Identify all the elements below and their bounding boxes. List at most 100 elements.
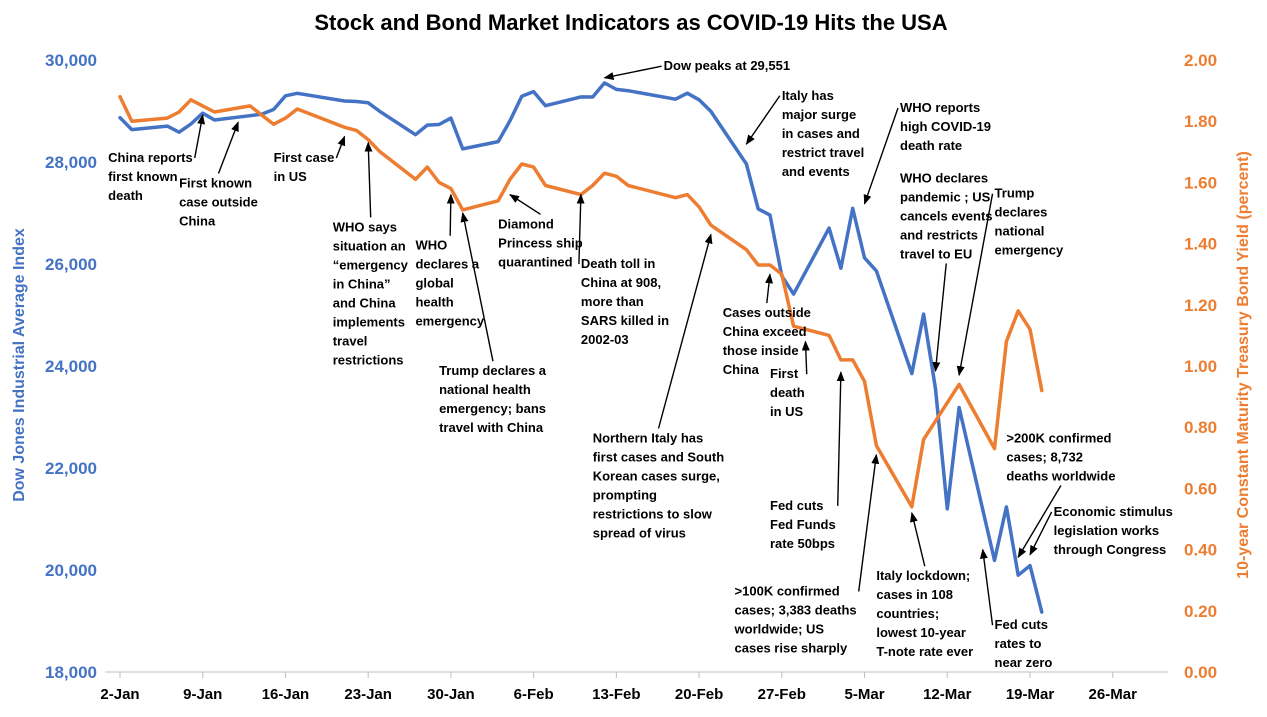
annotation-arrow [446, 193, 455, 236]
annotation-arrow [603, 65, 662, 80]
annotation-text: Death toll in China at 908, more than SARS … [581, 256, 669, 347]
annotation-text: Dow peaks at 29,551 [664, 58, 790, 73]
annotation-arrow [1017, 485, 1062, 559]
x-tick-label: 13-Feb [592, 686, 640, 703]
x-tick-label: 2-Jan [100, 686, 139, 703]
annotation-text: WHO declares pandemic ; US cancels events a… [900, 170, 993, 261]
annotation: Trump declares national emergency [956, 186, 1064, 377]
left-tick-label: 28,000 [45, 153, 97, 172]
annotation-arrow [509, 194, 541, 215]
annotation: Economic stimulus legislation works throug… [1029, 504, 1173, 557]
annotation-text: WHO declares a global health emergency [415, 238, 484, 329]
left-tick-label: 24,000 [45, 357, 97, 376]
annotation-text: Cases outside China exceed those inside Chi… [723, 305, 811, 377]
annotation-text: >200K confirmed cases; 8,732 deaths worldw… [1006, 431, 1115, 484]
annotation-text: Northern Italy has first cases and South K… [593, 431, 725, 541]
annotation-arrow [335, 135, 346, 159]
annotation-arrow [217, 121, 239, 174]
left-tick-label: 26,000 [45, 255, 97, 274]
annotation: Italy has major surge in cases and restrict… [745, 88, 864, 179]
annotation: Death toll in China at 908, more than SARS … [576, 193, 669, 347]
annotation-text: WHO says situation an “emergency in China” a… [333, 219, 409, 367]
annotation-text: First death in US [770, 366, 805, 419]
annotation-text: Trump declares national emergency [995, 186, 1064, 258]
left-tick-label: 22,000 [45, 459, 97, 478]
left-tick-label: 18,000 [45, 663, 97, 682]
annotation-arrow [979, 548, 994, 626]
annotation: Northern Italy has first cases and South K… [593, 233, 725, 541]
x-tick-label: 9-Jan [183, 686, 222, 703]
annotation-text: Economic stimulus legislation works throug… [1054, 504, 1173, 557]
annotation-arrow [745, 95, 781, 145]
annotation-arrow [657, 233, 713, 429]
annotation-arrow [364, 141, 373, 218]
annotation: Dow peaks at 29,551 [603, 58, 790, 80]
right-tick-label: 0.20 [1184, 602, 1217, 621]
bond-yield-line [118, 94, 1044, 509]
left-y-ticks: 18,000 20,000 22,000 24,000 26,000 28,000 30,0… [45, 51, 97, 682]
annotation: WHO reports high COVID-19 death rate [863, 100, 991, 205]
annotation-text: Italy has major surge in cases and restrict… [782, 88, 864, 179]
annotation: Trump declares a national health emergency… [439, 212, 547, 435]
annotation-arrow [765, 273, 773, 304]
right-tick-label: 1.00 [1184, 357, 1217, 376]
left-tick-label: 30,000 [45, 51, 97, 70]
annotation: >100K confirmed cases; 3,383 deaths worldw… [734, 453, 880, 656]
right-tick-label: 1.60 [1184, 173, 1217, 192]
annotation-text: Fed cuts rates to near zero [995, 617, 1053, 670]
annotation: WHO declares a global health emergency [415, 193, 485, 329]
series-lines [118, 81, 1044, 614]
x-tick-label: 23-Jan [344, 686, 392, 703]
right-tick-label: 2.00 [1184, 51, 1217, 70]
annotation: First death in US [770, 340, 810, 419]
x-tick-label: 19-Mar [1006, 686, 1055, 703]
right-tick-label: 0.60 [1184, 479, 1217, 498]
annotation-arrow [1029, 511, 1053, 556]
x-tick-label: 27-Feb [758, 686, 806, 703]
annotation: Italy lockdown; cases in 108 countries; low… [876, 511, 973, 659]
x-tick-label: 5-Mar [845, 686, 885, 703]
annotation-arrow [801, 340, 810, 375]
annotation: Cases outside China exceed those inside Chi… [723, 273, 811, 377]
right-tick-label: 1.40 [1184, 235, 1217, 254]
right-y-ticks: 0.00 0.20 0.40 0.60 0.80 1.00 1.20 1.40 1.60 1.80… [1184, 51, 1217, 682]
x-tick-label: 6-Feb [514, 686, 554, 703]
chart-title: Stock and Bond Market Indicators as COVI… [314, 10, 947, 35]
right-axis-title: 10-year Constant Maturity Treasury Bond … [1235, 151, 1252, 579]
annotation-text: Diamond Princess ship quarantined [498, 216, 583, 269]
right-tick-label: 1.80 [1184, 112, 1217, 131]
x-tick-label: 20-Feb [675, 686, 723, 703]
annotation-arrow [910, 511, 926, 567]
annotation: WHO declares pandemic ; US cancels events a… [900, 170, 993, 373]
annotation: Fed cuts Fed Funds rate 50bps [770, 371, 845, 551]
annotation-arrow [576, 193, 585, 265]
x-tick-label: 30-Jan [427, 686, 475, 703]
right-tick-label: 0.00 [1184, 663, 1217, 682]
x-tick-label: 16-Jan [262, 686, 310, 703]
annotation: Diamond Princess ship quarantined [498, 194, 583, 269]
annotation-arrow [194, 114, 206, 159]
x-tick-label: 26-Mar [1089, 686, 1138, 703]
left-axis-title: Dow Jones Industrial Average Index [11, 228, 28, 502]
right-tick-label: 0.40 [1184, 541, 1217, 560]
annotation: China reports first known death [108, 114, 206, 203]
annotation: Fed cuts rates to near zero [979, 548, 1053, 670]
annotation-text: Trump declares a national health emergency… [439, 363, 547, 435]
annotation-text: Italy lockdown; cases in 108 countries; low… [876, 568, 973, 659]
annotation-text: Fed cuts Fed Funds rate 50bps [770, 498, 836, 551]
annotation-arrow [857, 453, 880, 592]
annotation-arrow [932, 263, 947, 373]
annotation-arrow [863, 107, 899, 205]
annotation: First case in US [274, 135, 346, 184]
x-tick-label: 12-Mar [923, 686, 972, 703]
annotation: First known case outside China [179, 121, 258, 229]
annotation-arrow [836, 371, 845, 506]
annotation-text: First case in US [274, 150, 335, 184]
annotation-text: China reports first known death [108, 150, 193, 203]
right-tick-label: 0.80 [1184, 418, 1217, 437]
annotation-text: First known case outside China [179, 176, 258, 229]
annotation-text: >100K confirmed cases; 3,383 deaths worldw… [734, 584, 857, 656]
annotation-text: WHO reports high COVID-19 death rate [900, 100, 991, 153]
annotation-arrow [956, 193, 994, 377]
